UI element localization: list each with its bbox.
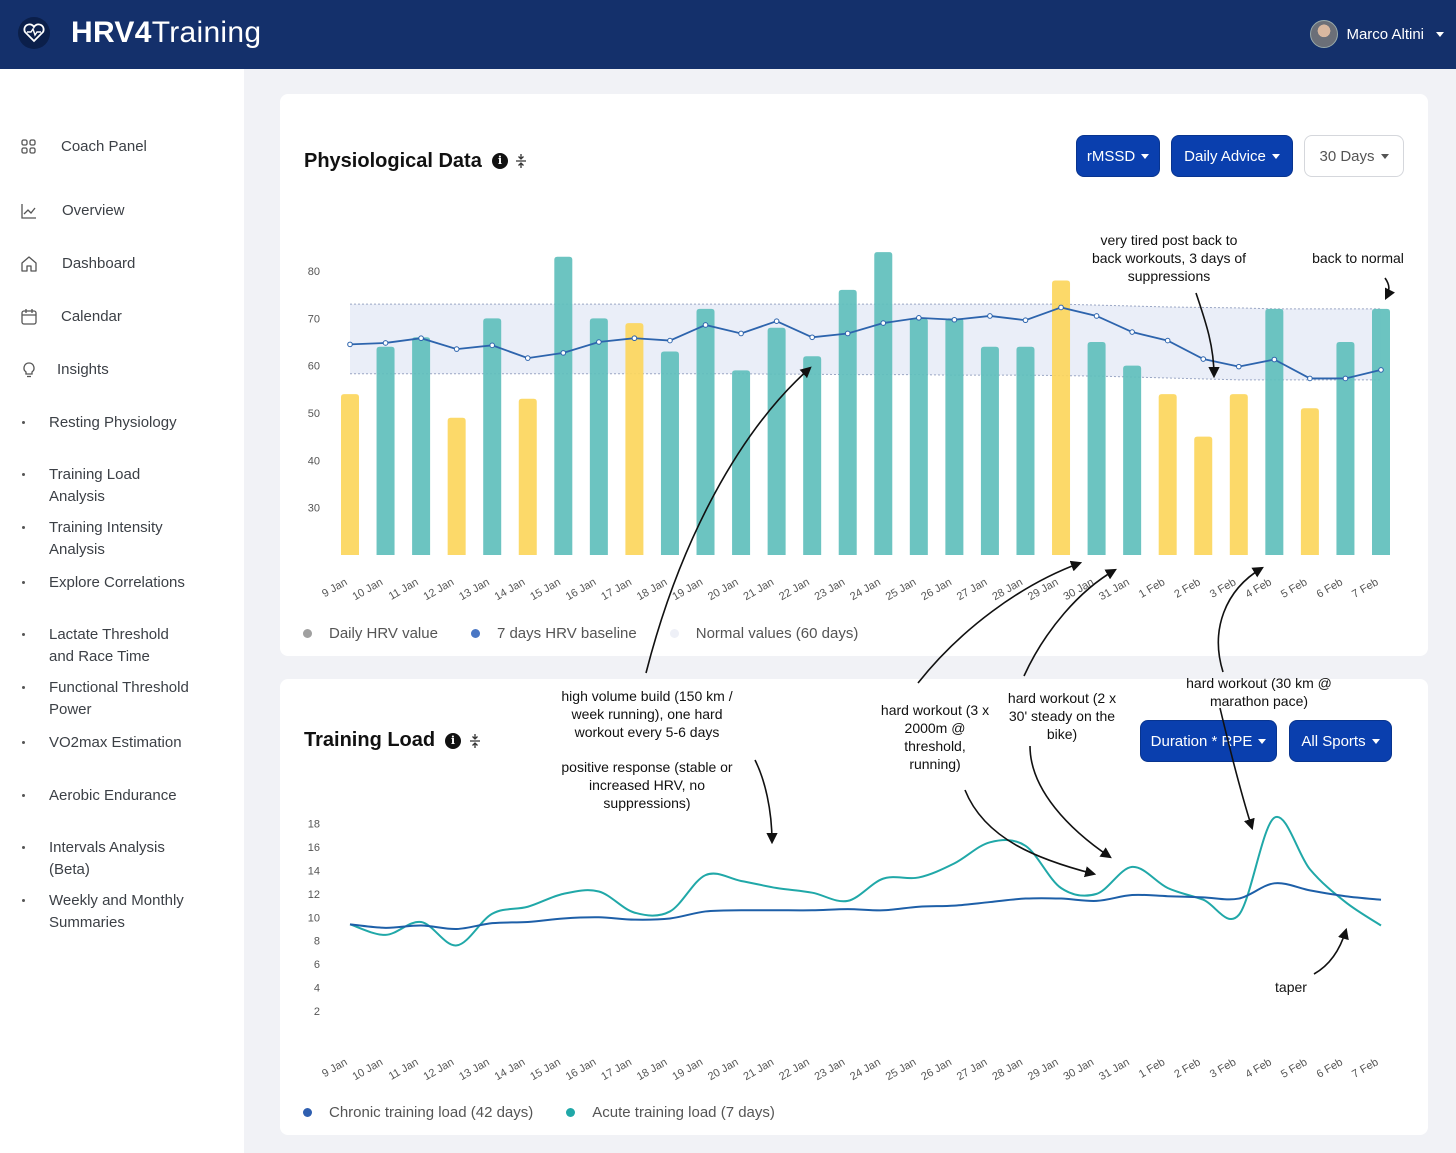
bullet-icon — [22, 473, 25, 476]
load-card-title: Training Load — [304, 729, 436, 751]
legend-label[interactable]: Daily HRV value — [329, 625, 438, 642]
legend-marker — [303, 629, 312, 638]
sidebar-item-lactate-threshold[interactable]: Lactate Threshold and Race Time — [0, 624, 244, 667]
legend-label[interactable]: Chronic training load (42 days) — [329, 1104, 534, 1121]
annotation-taper: taper — [1275, 979, 1307, 995]
sidebar-item-label: Lactate Threshold and Race Time — [49, 626, 169, 665]
sidebar-item-coach-panel[interactable]: Coach Panel — [0, 136, 244, 158]
sidebar-item-label: Aerobic Endurance — [49, 787, 177, 804]
collapse-icon[interactable] — [513, 153, 529, 169]
legend-label[interactable]: Normal values (60 days) — [695, 625, 859, 642]
load-legend: Chronic training load (42 days) Acute tr… — [303, 1104, 775, 1121]
app-logo[interactable]: HRV4Training — [71, 16, 261, 50]
calendar-icon — [21, 309, 37, 325]
logo-heart-icon[interactable] — [18, 17, 50, 49]
legend-marker — [303, 1108, 312, 1117]
sidebar-item-label: VO2max Estimation — [49, 734, 182, 751]
sidebar-item-label: Insights — [57, 361, 109, 378]
load-metric-dropdown-button[interactable]: Duration * RPE — [1140, 720, 1277, 762]
range-dropdown-button[interactable]: 30 Days — [1304, 135, 1404, 177]
physiological-data-card — [280, 94, 1428, 656]
user-menu[interactable]: Marco Altini — [1310, 19, 1444, 49]
bullet-icon — [22, 633, 25, 636]
sidebar-item-dashboard[interactable]: Dashboard — [0, 253, 244, 275]
sidebar-item-intervals-analysis[interactable]: Intervals Analysis (Beta) — [0, 837, 244, 880]
sidebar-item-label: Dashboard — [62, 255, 136, 272]
annotation-tired: very tired post back to back workouts, 3… — [1091, 232, 1247, 284]
sidebar-item-label: Coach Panel — [61, 138, 147, 155]
sidebar-item-calendar[interactable]: Calendar — [0, 306, 244, 328]
caret-down-icon — [1271, 153, 1280, 159]
collapse-icon[interactable] — [467, 733, 483, 749]
bullet-icon — [22, 846, 25, 849]
caret-down-icon — [1258, 738, 1267, 744]
sidebar-item-resting-physiology[interactable]: Resting Physiology — [0, 412, 244, 434]
sidebar-item-weekly-monthly-summaries[interactable]: Weekly and Monthly Summaries — [0, 890, 244, 933]
button-label: 30 Days — [1319, 147, 1375, 165]
bullet-icon — [22, 581, 25, 584]
user-name: Marco Altini — [1346, 25, 1424, 43]
annotation-positive-response: positive response (stable or increased H… — [561, 759, 733, 811]
bullet-icon — [22, 741, 25, 744]
sidebar-item-label: Calendar — [61, 308, 122, 325]
button-label: rMSSD — [1086, 147, 1136, 165]
chevron-down-icon — [1436, 31, 1444, 37]
sidebar-item-training-intensity-analysis[interactable]: Training Intensity Analysis — [0, 517, 244, 560]
legend-label[interactable]: Acute training load (7 days) — [592, 1104, 775, 1121]
button-label: Duration * RPE — [1150, 732, 1253, 750]
sidebar-item-label: Training Intensity Analysis — [49, 519, 163, 558]
sidebar-item-aerobic-endurance[interactable]: Aerobic Endurance — [0, 785, 244, 807]
annotation-hard-workout-marathon: hard workout (30 km @ marathon pace) — [1186, 675, 1332, 709]
caret-down-icon — [1371, 738, 1380, 744]
button-label: Daily Advice — [1184, 147, 1266, 165]
lightbulb-icon — [23, 362, 35, 378]
sidebar-item-functional-threshold-power[interactable]: Functional Threshold Power — [0, 677, 244, 720]
physio-card-title: Physiological Data — [304, 150, 482, 172]
sidebar-item-overview[interactable]: Overview — [0, 200, 244, 222]
info-icon[interactable]: i — [445, 733, 461, 749]
physio-legend: Daily HRV value 7 days HRV baseline Norm… — [303, 625, 858, 642]
home-icon — [21, 256, 37, 272]
sidebar-item-label: Resting Physiology — [49, 414, 177, 431]
top-navbar: HRV4Training Marco Altini — [0, 0, 1456, 69]
legend-marker — [669, 629, 679, 638]
sidebar-item-vo2max-estimation[interactable]: VO2max Estimation — [0, 732, 244, 754]
info-icon[interactable]: i — [492, 153, 508, 169]
sidebar-item-label: Weekly and Monthly Summaries — [49, 892, 184, 931]
sidebar-item-label: Intervals Analysis (Beta) — [49, 839, 165, 878]
bullet-icon — [22, 526, 25, 529]
chart-line-icon — [21, 204, 36, 219]
caret-down-icon — [1380, 153, 1389, 159]
sidebar-item-label: Overview — [62, 202, 125, 219]
button-label: All Sports — [1301, 732, 1366, 750]
annotation-high-volume-build: high volume build (150 km / week running… — [561, 688, 733, 740]
annotation-hard-workout-threshold: hard workout (3 x 2000m @ threshold, run… — [880, 702, 990, 772]
annotation-hard-workout-bike: hard workout (2 x 30' steady on the bike… — [1007, 690, 1117, 742]
annotation-back-to-normal: back to normal — [1312, 250, 1404, 266]
sidebar-item-label: Functional Threshold Power — [49, 679, 189, 718]
bullet-icon — [22, 794, 25, 797]
legend-marker — [470, 629, 480, 638]
avatar — [1310, 20, 1339, 48]
logo-bold: HRV4 — [71, 16, 152, 49]
sport-dropdown-button[interactable]: All Sports — [1289, 720, 1392, 762]
bullet-icon — [22, 686, 25, 689]
sidebar-item-training-load-analysis[interactable]: Training Load Analysis — [0, 464, 244, 507]
sidebar-item-label: Training Load Analysis — [49, 466, 141, 505]
sidebar-item-label: Explore Correlations — [49, 574, 185, 591]
sidebar-item-insights[interactable]: Insights — [0, 359, 244, 381]
sidebar: Coach Panel Overview Dashboard Calendar … — [0, 69, 244, 1153]
advice-dropdown-button[interactable]: Daily Advice — [1171, 135, 1293, 177]
logo-light: Training — [151, 16, 262, 49]
bullet-icon — [22, 899, 25, 902]
metric-dropdown-button[interactable]: rMSSD — [1076, 135, 1160, 177]
bullet-icon — [22, 421, 25, 424]
grid-icon — [21, 139, 36, 154]
caret-down-icon — [1141, 153, 1150, 159]
legend-label[interactable]: 7 days HRV baseline — [496, 625, 637, 642]
sidebar-item-explore-correlations[interactable]: Explore Correlations — [0, 572, 244, 594]
legend-marker — [566, 1108, 576, 1117]
